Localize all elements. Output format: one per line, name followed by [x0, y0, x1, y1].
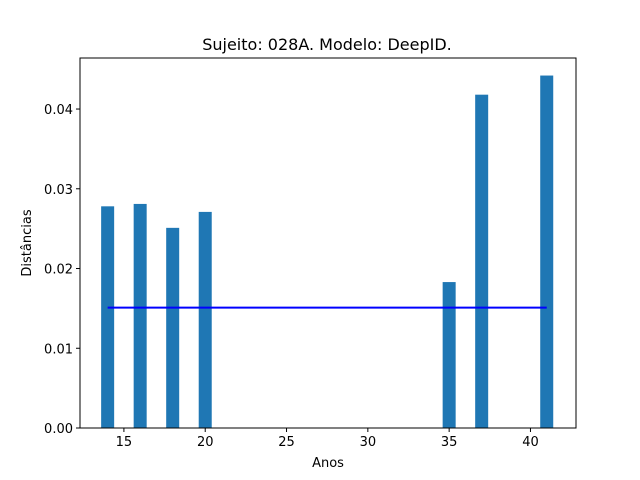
y-tick-label: 0.04: [44, 103, 73, 118]
bar: [166, 227, 180, 428]
y-axis-ticks: 0.00 0.01 0.02 0.03 0.04: [44, 103, 80, 437]
bar: [475, 94, 489, 429]
plot-area-frame: [79, 57, 577, 429]
y-tick-label: 0.03: [44, 183, 73, 198]
x-tick-label: 30: [360, 435, 377, 450]
x-tick-label: 15: [116, 435, 133, 450]
y-tick-label: 0.00: [44, 422, 73, 437]
y-axis-label: Distâncias: [20, 209, 35, 276]
y-tick-label: 0.01: [44, 342, 73, 357]
y-tick-label: 0.02: [44, 263, 73, 278]
x-tick-label: 40: [522, 435, 539, 450]
bar: [442, 282, 456, 428]
x-tick-label: 35: [441, 435, 458, 450]
bar: [133, 203, 147, 428]
x-axis-label: Anos: [312, 456, 344, 471]
x-tick-label: 25: [278, 435, 295, 450]
bar: [540, 75, 554, 429]
bar: [101, 206, 115, 428]
chart-title: Sujeito: 028A. Modelo: DeepID.: [202, 35, 452, 54]
x-tick-label: 20: [197, 435, 214, 450]
bars-group: [101, 75, 554, 429]
bar: [198, 211, 212, 428]
x-axis-ticks: 15 20 25 30 35 40: [116, 428, 539, 450]
